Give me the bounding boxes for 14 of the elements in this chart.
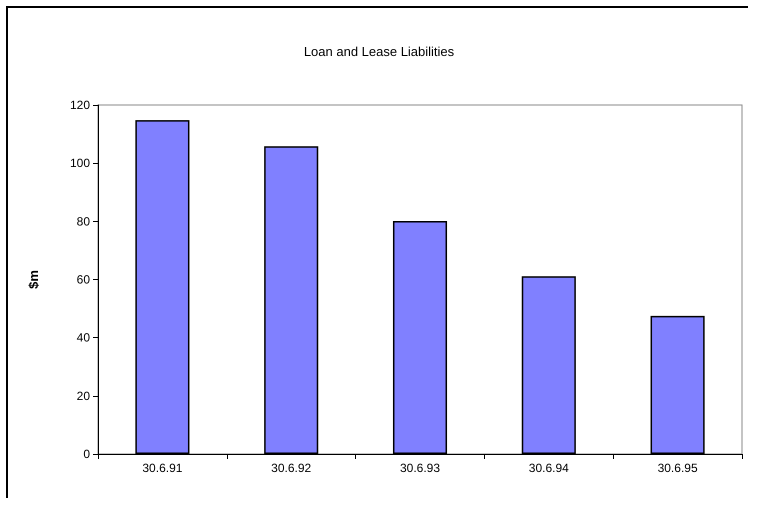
y-tick-label: 120 xyxy=(70,98,90,112)
chart-title: Loan and Lease Liabilities xyxy=(304,44,455,59)
y-tick-label: 0 xyxy=(83,447,90,461)
y-tick-label: 40 xyxy=(76,330,90,345)
y-tick-label: 100 xyxy=(70,156,90,170)
x-tick-label: 30.6.95 xyxy=(658,461,698,475)
y-axis-title: $m xyxy=(26,270,41,289)
y-tick-label: 60 xyxy=(76,272,90,286)
y-tick-label: 20 xyxy=(76,388,90,403)
x-tick-label: 30.6.93 xyxy=(400,461,440,475)
x-tick-label: 30.6.94 xyxy=(528,461,570,475)
y-tick-label: 80 xyxy=(76,214,90,228)
x-tick-label: 30.6.91 xyxy=(142,461,183,475)
x-tick-label: 30.6.92 xyxy=(271,461,312,475)
